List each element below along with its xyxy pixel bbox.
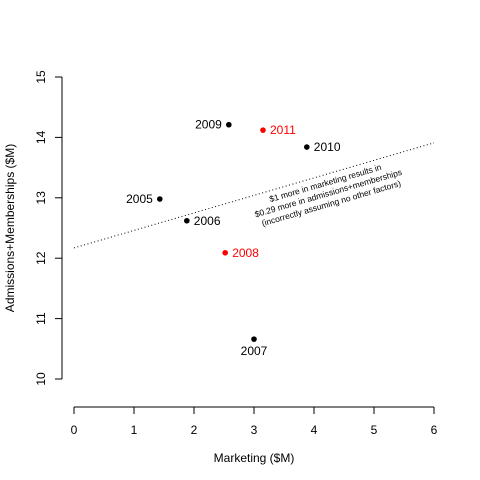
data-point xyxy=(226,121,232,128)
point-label: 2009 xyxy=(195,118,222,132)
y-axis-title: Admissions+Memberships ($M) xyxy=(3,144,17,312)
annotation-text: $1 more in marketing results in$0.29 mor… xyxy=(251,157,406,230)
y-tick-label: 11 xyxy=(34,312,48,325)
point-label: 2011 xyxy=(270,123,296,137)
data-point xyxy=(304,144,310,150)
x-tick-label: 3 xyxy=(251,423,258,437)
point-label: 2007 xyxy=(241,344,268,358)
x-tick-label: 2 xyxy=(191,423,198,437)
y-tick-label: 12 xyxy=(34,251,48,265)
y-tick-label: 15 xyxy=(34,70,48,84)
data-point xyxy=(251,336,257,342)
x-tick-label: 1 xyxy=(131,423,138,437)
data-point xyxy=(260,127,266,133)
x-tick-label: 0 xyxy=(71,423,78,437)
trend-annotation: $1 more in marketing results in$0.29 mor… xyxy=(251,157,406,230)
y-tick-label: 13 xyxy=(34,191,48,205)
y-tick-label: 10 xyxy=(34,372,48,386)
data-point xyxy=(184,217,190,224)
data-points: 2005 2006 2007 2008 2009 2010 2011 xyxy=(126,118,341,358)
point-label: 2005 xyxy=(126,192,153,206)
x-axis: 0 1 2 3 4 5 6 xyxy=(71,406,438,437)
x-tick-label: 6 xyxy=(431,423,438,437)
point-label: 2006 xyxy=(194,214,221,228)
x-tick-label: 4 xyxy=(311,423,318,437)
data-point xyxy=(157,196,163,202)
y-axis: 10 11 12 13 14 15 xyxy=(34,70,63,386)
y-tick-label: 14 xyxy=(34,130,48,144)
data-point xyxy=(222,249,228,256)
x-tick-label: 5 xyxy=(371,423,378,437)
point-label: 2008 xyxy=(232,246,259,260)
x-axis-title: Marketing ($M) xyxy=(214,451,295,465)
point-label: 2010 xyxy=(314,140,341,154)
